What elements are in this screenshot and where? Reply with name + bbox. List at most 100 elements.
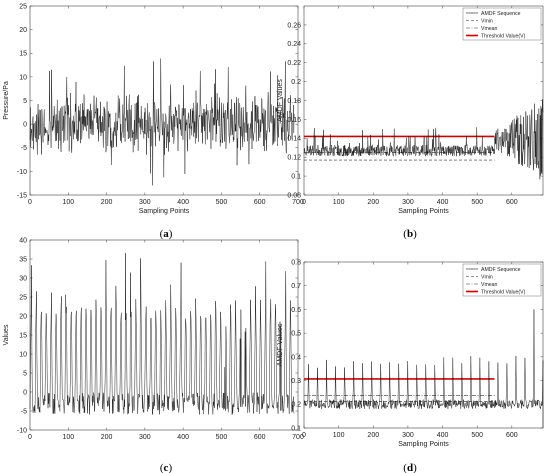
panel-label-part: ( [160, 462, 164, 473]
y-tick-label: 0.2 [291, 402, 301, 409]
y-tick-label: 35 [19, 256, 27, 263]
x-tick-label: 500 [471, 432, 483, 439]
x-tick-label: 500 [216, 199, 228, 206]
y-tick-label: 15 [19, 51, 27, 58]
x-tick-label: 400 [177, 434, 189, 441]
x-tick-label: 500 [216, 434, 228, 441]
panel-label: (d) [403, 462, 417, 473]
x-tick-label: 100 [62, 434, 74, 441]
x-tick-label: 200 [101, 434, 113, 441]
y-tick-label: 0.5 [291, 331, 301, 338]
x-tick-label: 300 [402, 432, 414, 439]
x-tick-label: 500 [471, 199, 483, 206]
y-tick-label: 40 [19, 237, 27, 244]
chart-b: 0 100 200 300 400 500 600 0.08 0.1 0.12 0.14 0.16 0.… [277, 5, 544, 240]
x-tick-label: 200 [367, 432, 379, 439]
x-tick-label: 600 [506, 432, 518, 439]
x-tick-label: 300 [139, 199, 151, 206]
panel-label-part: ) [169, 228, 173, 240]
x-tick-label: 300 [402, 199, 414, 206]
series-line [29, 58, 295, 186]
y-tick-label: 0.1 [291, 425, 301, 432]
x-tick-label: 200 [367, 199, 379, 206]
x-tick-label: 0 [28, 434, 32, 441]
y-tick-label: 0.3 [291, 378, 301, 385]
x-tick-label: 100 [333, 199, 345, 206]
y-tick-label: 0.24 [287, 41, 301, 48]
y-tick-label: 0.8 [291, 259, 301, 266]
x-axis-label: Sampling Points [139, 208, 190, 215]
y-tick-label: -5 [21, 145, 27, 152]
panel-label-part: ( [403, 462, 407, 473]
y-tick-label: 0.4 [291, 354, 301, 361]
x-tick-label: 0 [28, 199, 32, 206]
chart-a: 0 100 200 300 400 500 600 700 -15 -10 -5 0 5 10 15 20 25… [3, 3, 304, 240]
y-axis-label: AMDF Values [277, 323, 284, 366]
legend-box [462, 7, 542, 41]
panel-label-part: c [164, 462, 169, 473]
y-tick-label: 0.22 [287, 60, 301, 67]
series-line [303, 99, 544, 180]
panel-label: (b) [403, 228, 417, 240]
y-tick-label: 10 [19, 74, 27, 81]
y-tick-label: -10 [17, 169, 27, 176]
y-tick-label: 25 [19, 294, 27, 301]
y-tick-label: 0.26 [287, 22, 301, 29]
x-tick-label: 400 [437, 432, 449, 439]
panel-label-part: a [163, 228, 169, 240]
panel-label-part: ) [413, 462, 417, 473]
x-axis-label: Sampling Points [398, 441, 449, 448]
y-tick-label: 0.14 [287, 136, 301, 143]
y-tick-label: -10 [17, 427, 27, 434]
panel-label-part: d [407, 462, 413, 473]
y-tick-label: 25 [19, 3, 27, 10]
chart-c: 0 100 200 300 400 500 600 700-10-50510152025303… [3, 237, 304, 473]
x-axis-label: Sampling Points [398, 208, 449, 215]
panel-label-part: b [407, 228, 413, 240]
legend-entry: Vmin [481, 18, 493, 24]
x-tick-label: 700 [292, 199, 304, 206]
x-tick-label: 100 [333, 432, 345, 439]
panel-label: (a) [160, 228, 173, 240]
y-axis-label: Values [3, 324, 10, 345]
y-tick-label: 0.1 [291, 174, 301, 181]
y-tick-label: 0.18 [287, 98, 301, 105]
x-tick-label: 700 [292, 434, 304, 441]
legend-entry: Vmin [481, 274, 493, 280]
y-tick-label: 5 [23, 98, 27, 105]
legend-entry: Threshold Value(V) [481, 33, 526, 39]
series-line [303, 309, 544, 428]
panel-label: (c) [160, 462, 173, 473]
x-tick-label: 0 [302, 432, 306, 439]
y-tick-label: 5 [23, 370, 27, 377]
y-tick-label: 20 [19, 27, 27, 34]
y-tick-label: 10 [19, 351, 27, 358]
y-tick-label: 30 [19, 275, 27, 282]
y-axis-label: AMDF Values [277, 79, 284, 122]
legend-entry: AMDF Sequence [481, 11, 521, 17]
y-tick-label: 0.7 [291, 283, 301, 290]
legend-box [462, 263, 542, 297]
x-tick-label: 600 [506, 199, 518, 206]
y-tick-label: 15 [19, 332, 27, 339]
y-tick-label: -5 [21, 408, 27, 415]
x-tick-label: 200 [101, 199, 113, 206]
panel-label-part: ) [413, 228, 417, 240]
y-axis-label: Pressure/Pa [3, 81, 10, 120]
y-tick-label: 0.16 [287, 117, 301, 124]
panel-label-part: ( [403, 228, 407, 240]
panel-label-part: ) [168, 462, 172, 473]
y-tick-label: -15 [17, 192, 27, 199]
y-tick-label: 0.12 [287, 155, 301, 162]
legend-entry: AMDF Sequence [481, 267, 521, 273]
x-tick-label: 300 [139, 434, 151, 441]
y-tick-label: 0 [23, 122, 27, 129]
y-tick-label: 0.2 [291, 79, 301, 86]
series-line [29, 253, 295, 415]
legend-entry: Vmean [481, 282, 498, 288]
x-tick-label: 100 [62, 199, 74, 206]
y-tick-label: 0.08 [287, 192, 301, 199]
